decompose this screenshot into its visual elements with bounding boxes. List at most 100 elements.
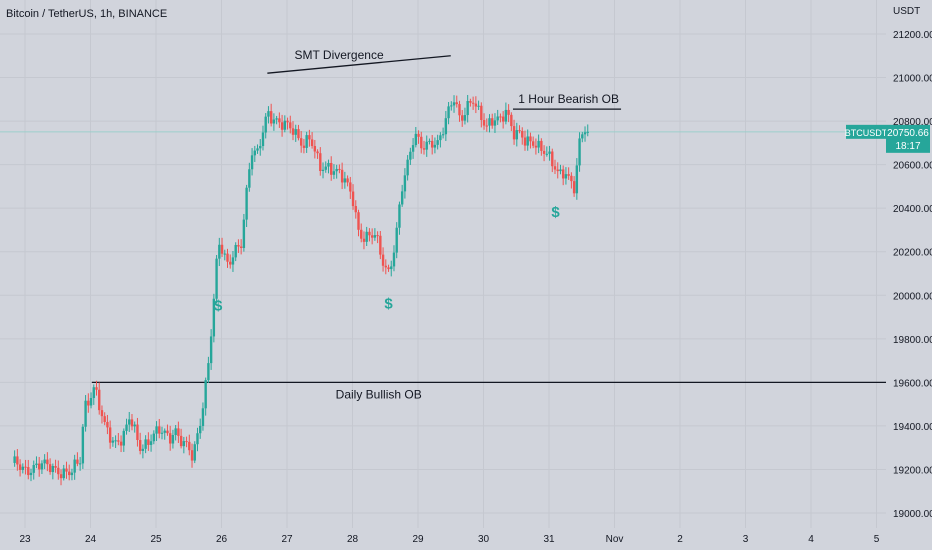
candle-body [196,433,199,445]
y-tick-label: 19400.00 [893,422,932,433]
y-tick-label: 21200.00 [893,30,932,41]
candles [13,94,589,486]
candle-body [98,389,101,411]
candle-body [507,109,510,115]
candle-body [68,471,71,476]
candle-body [406,159,409,176]
candle-body [65,468,68,472]
candle-body [482,120,486,126]
y-tick-label: 20000.00 [893,291,932,302]
candle-body [545,153,549,155]
candle-body [155,426,158,434]
candle-body [223,253,226,255]
candle-body [24,466,27,468]
candle-body [37,463,41,470]
candle-body [477,105,480,107]
dollar-marker: $ [551,204,560,221]
candle-body [57,467,60,475]
x-tick-label: 26 [216,534,228,545]
price-tag [886,124,930,153]
candle-body [548,151,551,154]
dollar-marker: $ [384,295,393,312]
candle-body [138,439,142,451]
candle-body [441,134,445,136]
symbol-tag-text: BTCUSDT [845,128,888,138]
candle-body [147,439,150,445]
x-tick-label: 24 [85,534,97,545]
currency-label: USDT [893,6,920,17]
candle-body [466,101,469,116]
candle-body [136,424,139,440]
price-tag-countdown: 18:17 [895,141,920,152]
candle-body [319,153,322,172]
x-tick-label: 23 [19,534,31,545]
hour-bearish-ob-label: 1 Hour Bearish OB [518,92,619,106]
candle-body [95,387,98,390]
candle-body [201,408,205,426]
candle-body [245,187,248,220]
candle-body [160,432,164,434]
candle-body [455,102,458,105]
candle-body [564,174,568,179]
candle-body [510,114,513,127]
candle-body [259,146,262,149]
candle-body [398,204,401,228]
candle-body [46,459,49,465]
candle-body [87,400,90,406]
y-tick-label: 20200.00 [893,248,932,259]
candle-body [581,134,584,139]
candle-body [70,472,74,476]
candle-body [403,175,407,192]
candle-body [51,466,55,473]
candle-body [269,111,273,124]
candle-body [35,463,38,466]
candle-body [526,136,529,146]
candle-body [338,168,341,170]
candle-body [469,101,472,103]
candle-body [340,169,344,183]
candle-body [89,398,93,406]
x-tick-label: 30 [478,534,490,545]
candle-body [463,115,467,121]
candle-body [357,212,360,230]
candle-body [313,146,317,152]
candle-body [128,419,131,425]
candle-body [78,463,82,465]
candle-body [62,468,65,479]
x-tick-label: 27 [281,534,293,545]
candle-body [362,238,366,242]
candle-body [381,254,385,266]
candle-body [13,456,16,463]
candle-body [360,229,363,239]
candle-body [458,104,461,116]
x-tick-label: Nov [606,534,624,545]
daily-bullish-ob-label: Daily Bullish OB [336,387,422,401]
candle-body [48,464,52,473]
candle-body [73,459,76,473]
candle-body [27,467,30,476]
candle-body [133,424,136,427]
candle-body [310,139,314,147]
x-tick-label: 25 [150,534,162,545]
candle-body [370,235,374,238]
candle-body [376,235,379,237]
x-tick-label: 5 [874,534,880,545]
candle-body [177,428,180,436]
candle-body [119,441,123,446]
candle-body [420,136,423,149]
candle-body [471,102,475,104]
candle-body [218,244,221,259]
candle-body [496,116,499,121]
candle-body [152,433,156,442]
candle-body [141,448,145,451]
candle-body [316,151,319,154]
candle-body [294,129,297,135]
candle-body [450,105,453,107]
candle-body [452,102,456,106]
candle-body [289,122,292,129]
y-tick-label: 19600.00 [893,378,932,389]
candle-body [485,125,488,127]
candle-body [144,439,147,449]
candle-body [220,244,224,254]
